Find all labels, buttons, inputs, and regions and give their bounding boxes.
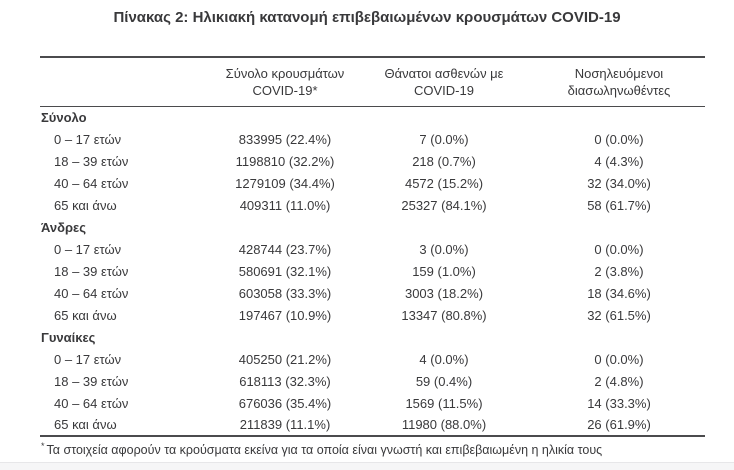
cases-cell: 580691 (32.1%) (238, 263, 332, 279)
bottom-edge-strip (0, 462, 734, 470)
table-row: 65 και άνω 197467 (10.9%) 13347 (80.8%) … (40, 304, 705, 326)
table-footnote: * Τα στοιχεία αφορούν τα κρούσματα εκείνα… (41, 441, 701, 457)
header-cases-line1: Σύνολο κρουσμάτων (225, 65, 345, 81)
age-cell: 0 – 17 ετών (54, 351, 122, 367)
intubated-cell: 4 (4.3%) (594, 153, 644, 169)
header-cases: Σύνολο κρουσμάτων COVID-19* (215, 57, 355, 107)
header-empty (40, 57, 215, 107)
age-cell: 40 – 64 ετών (54, 395, 129, 411)
deaths-cell: 1569 (11.5%) (405, 395, 483, 411)
deaths-cell: 59 (0.4%) (415, 373, 473, 389)
footnote-marker: * (41, 441, 45, 451)
table-row: 65 και άνω 409311 (11.0%) 25327 (84.1%) … (40, 194, 705, 216)
section-label: Γυναίκες (41, 329, 96, 345)
header-cases-line2: COVID-19* (252, 82, 318, 98)
deaths-cell: 4572 (15.2%) (404, 175, 484, 191)
section-row-men: Άνδρες (40, 216, 705, 238)
cases-cell: 409311 (11.0%) (239, 197, 331, 213)
table-header: Σύνολο κρουσμάτων COVID-19* Θάνατοι ασθε… (40, 57, 705, 107)
intubated-cell: 0 (0.0%) (594, 351, 644, 367)
table-row: 18 – 39 ετών 580691 (32.1%) 159 (1.0%) 2… (40, 260, 705, 282)
cases-cell: 676036 (35.4%) (238, 395, 332, 411)
covid-age-distribution-table: Σύνολο κρουσμάτων COVID-19* Θάνατοι ασθε… (40, 56, 705, 437)
cases-cell: 428744 (23.7%) (238, 241, 332, 257)
age-cell: 65 και άνω (54, 197, 117, 213)
age-cell: 65 και άνω (54, 417, 117, 432)
cases-cell: 211839 (11.1%) (239, 417, 331, 432)
intubated-cell: 0 (0.0%) (594, 241, 644, 257)
header-deaths-line1: Θάνατοι ασθενών με (384, 65, 504, 81)
intubated-cell: 26 (61.9%) (587, 417, 651, 432)
intubated-cell: 0 (0.0%) (594, 131, 644, 147)
intubated-cell: 32 (34.0%) (587, 175, 651, 191)
intubated-cell: 2 (4.8%) (594, 373, 644, 389)
table-row: 40 – 64 ετών 603058 (33.3%) 3003 (18.2%)… (40, 282, 705, 304)
table-body: Σύνολο 0 – 17 ετών 833995 (22.4%) 7 (0.0… (40, 106, 705, 436)
table-row: 0 – 17 ετών 405250 (21.2%) 4 (0.0%) 0 (0… (40, 348, 705, 370)
deaths-cell: 13347 (80.8%) (401, 307, 487, 323)
deaths-cell: 3003 (18.2%) (404, 285, 484, 301)
intubated-cell: 32 (61.5%) (587, 307, 651, 323)
cases-cell: 405250 (21.2%) (238, 351, 332, 367)
cases-cell: 1279109 (34.4%) (235, 175, 335, 191)
table-title: Πίνακας 2: Ηλικιακή κατανομή επιβεβαιωμέ… (113, 9, 621, 26)
deaths-cell: 7 (0.0%) (419, 131, 469, 147)
age-cell: 18 – 39 ετών (54, 153, 129, 169)
age-cell: 65 και άνω (54, 307, 117, 323)
cases-cell: 603058 (33.3%) (238, 285, 332, 301)
age-cell: 18 – 39 ετών (54, 373, 129, 389)
table-row: 18 – 39 ετών 1198810 (32.2%) 218 (0.7%) … (40, 150, 705, 172)
section-label: Άνδρες (41, 219, 86, 235)
table-row: 40 – 64 ετών 676036 (35.4%) 1569 (11.5%)… (40, 392, 705, 414)
cases-cell: 197467 (10.9%) (238, 307, 332, 323)
section-row-women: Γυναίκες (40, 326, 705, 348)
cases-cell: 618113 (32.3%) (239, 373, 331, 389)
table-row: 18 – 39 ετών 618113 (32.3%) 59 (0.4%) 2 … (40, 370, 705, 392)
cases-cell: 1198810 (32.2%) (235, 153, 335, 169)
age-cell: 0 – 17 ετών (54, 131, 122, 147)
age-cell: 40 – 64 ετών (54, 285, 129, 301)
intubated-cell: 2 (3.8%) (594, 263, 644, 279)
header-intubated-line2: διασωληνωθέντες (567, 82, 671, 98)
intubated-cell: 14 (33.3%) (587, 395, 651, 411)
section-row-total: Σύνολο (40, 106, 705, 128)
intubated-cell: 58 (61.7%) (587, 197, 651, 213)
table-row: 40 – 64 ετών 1279109 (34.4%) 4572 (15.2%… (40, 172, 705, 194)
deaths-cell: 159 (1.0%) (412, 263, 476, 279)
age-cell: 40 – 64 ετών (54, 175, 129, 191)
table-row: 65 και άνω 211839 (11.1%) 11980 (88.0%) … (40, 414, 705, 436)
table-row: 0 – 17 ετών 428744 (23.7%) 3 (0.0%) 0 (0… (40, 238, 705, 260)
table-row: 0 – 17 ετών 833995 (22.4%) 7 (0.0%) 0 (0… (40, 128, 705, 150)
header-intubated: Νοσηλευόμενοι διασωληνωθέντες (533, 57, 705, 107)
age-cell: 18 – 39 ετών (54, 263, 129, 279)
header-deaths: Θάνατοι ασθενών με COVID-19 (355, 57, 533, 107)
footnote-text: Τα στοιχεία αφορούν τα κρούσματα εκείνα … (46, 443, 603, 458)
section-label: Σύνολο (41, 109, 87, 125)
deaths-cell: 3 (0.0%) (419, 241, 469, 257)
deaths-cell: 4 (0.0%) (419, 351, 469, 367)
header-deaths-line2: COVID-19 (414, 82, 474, 98)
age-cell: 0 – 17 ετών (54, 241, 122, 257)
deaths-cell: 25327 (84.1%) (401, 197, 487, 213)
header-intubated-line1: Νοσηλευόμενοι (574, 65, 664, 81)
deaths-cell: 11980 (88.0%) (401, 417, 487, 432)
intubated-cell: 18 (34.6%) (587, 285, 651, 301)
header-row: Σύνολο κρουσμάτων COVID-19* Θάνατοι ασθε… (40, 57, 705, 107)
cases-cell: 833995 (22.4%) (238, 131, 332, 147)
deaths-cell: 218 (0.7%) (412, 153, 476, 169)
